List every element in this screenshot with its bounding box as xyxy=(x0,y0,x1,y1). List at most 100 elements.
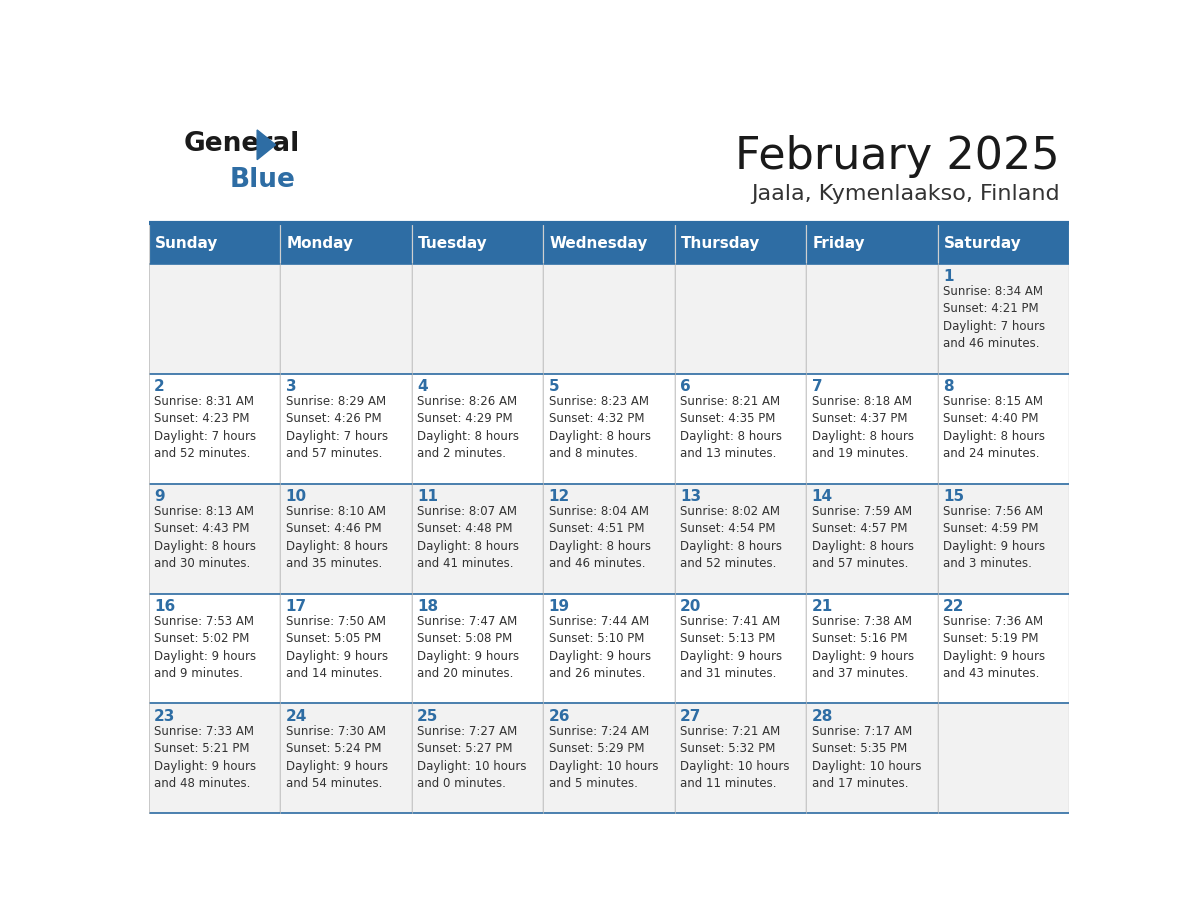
FancyBboxPatch shape xyxy=(280,263,411,374)
FancyBboxPatch shape xyxy=(937,703,1069,813)
FancyBboxPatch shape xyxy=(411,263,543,374)
Text: 22: 22 xyxy=(943,599,965,614)
FancyBboxPatch shape xyxy=(675,703,807,813)
Text: 23: 23 xyxy=(154,709,176,724)
Text: Sunrise: 7:53 AM
Sunset: 5:02 PM
Daylight: 9 hours
and 9 minutes.: Sunrise: 7:53 AM Sunset: 5:02 PM Dayligh… xyxy=(154,615,257,680)
FancyBboxPatch shape xyxy=(807,374,937,484)
Text: 24: 24 xyxy=(285,709,307,724)
FancyBboxPatch shape xyxy=(675,484,807,594)
Text: 7: 7 xyxy=(811,379,822,394)
Text: 14: 14 xyxy=(811,489,833,504)
FancyBboxPatch shape xyxy=(937,594,1069,703)
Text: 9: 9 xyxy=(154,489,165,504)
Text: Sunrise: 8:07 AM
Sunset: 4:48 PM
Daylight: 8 hours
and 41 minutes.: Sunrise: 8:07 AM Sunset: 4:48 PM Dayligh… xyxy=(417,505,519,570)
Text: Sunrise: 7:59 AM
Sunset: 4:57 PM
Daylight: 8 hours
and 57 minutes.: Sunrise: 7:59 AM Sunset: 4:57 PM Dayligh… xyxy=(811,505,914,570)
Polygon shape xyxy=(257,130,276,160)
FancyBboxPatch shape xyxy=(675,374,807,484)
Text: 3: 3 xyxy=(285,379,296,394)
FancyBboxPatch shape xyxy=(543,223,675,263)
Text: Monday: Monday xyxy=(286,236,354,251)
Text: Sunrise: 7:24 AM
Sunset: 5:29 PM
Daylight: 10 hours
and 5 minutes.: Sunrise: 7:24 AM Sunset: 5:29 PM Dayligh… xyxy=(549,724,658,790)
FancyBboxPatch shape xyxy=(411,484,543,594)
FancyBboxPatch shape xyxy=(148,374,280,484)
FancyBboxPatch shape xyxy=(280,223,411,263)
FancyBboxPatch shape xyxy=(543,484,675,594)
Text: Sunrise: 7:21 AM
Sunset: 5:32 PM
Daylight: 10 hours
and 11 minutes.: Sunrise: 7:21 AM Sunset: 5:32 PM Dayligh… xyxy=(681,724,790,790)
Text: 21: 21 xyxy=(811,599,833,614)
Text: Jaala, Kymenlaakso, Finland: Jaala, Kymenlaakso, Finland xyxy=(751,185,1060,205)
Text: 28: 28 xyxy=(811,709,833,724)
Text: 16: 16 xyxy=(154,599,176,614)
FancyBboxPatch shape xyxy=(148,594,280,703)
Text: Sunrise: 7:38 AM
Sunset: 5:16 PM
Daylight: 9 hours
and 37 minutes.: Sunrise: 7:38 AM Sunset: 5:16 PM Dayligh… xyxy=(811,615,914,680)
Text: Sunrise: 8:15 AM
Sunset: 4:40 PM
Daylight: 8 hours
and 24 minutes.: Sunrise: 8:15 AM Sunset: 4:40 PM Dayligh… xyxy=(943,395,1045,460)
FancyBboxPatch shape xyxy=(543,703,675,813)
Text: Sunrise: 8:26 AM
Sunset: 4:29 PM
Daylight: 8 hours
and 2 minutes.: Sunrise: 8:26 AM Sunset: 4:29 PM Dayligh… xyxy=(417,395,519,460)
Text: 13: 13 xyxy=(681,489,701,504)
FancyBboxPatch shape xyxy=(148,263,280,374)
FancyBboxPatch shape xyxy=(937,263,1069,374)
Text: 2: 2 xyxy=(154,379,165,394)
FancyBboxPatch shape xyxy=(543,374,675,484)
Text: Blue: Blue xyxy=(229,167,296,193)
FancyBboxPatch shape xyxy=(280,594,411,703)
Text: 12: 12 xyxy=(549,489,570,504)
FancyBboxPatch shape xyxy=(937,374,1069,484)
FancyBboxPatch shape xyxy=(411,374,543,484)
Text: 25: 25 xyxy=(417,709,438,724)
Text: Sunrise: 7:27 AM
Sunset: 5:27 PM
Daylight: 10 hours
and 0 minutes.: Sunrise: 7:27 AM Sunset: 5:27 PM Dayligh… xyxy=(417,724,526,790)
Text: Sunrise: 8:29 AM
Sunset: 4:26 PM
Daylight: 7 hours
and 57 minutes.: Sunrise: 8:29 AM Sunset: 4:26 PM Dayligh… xyxy=(285,395,387,460)
Text: Saturday: Saturday xyxy=(944,236,1022,251)
FancyBboxPatch shape xyxy=(411,223,543,263)
FancyBboxPatch shape xyxy=(807,594,937,703)
Text: Sunrise: 8:13 AM
Sunset: 4:43 PM
Daylight: 8 hours
and 30 minutes.: Sunrise: 8:13 AM Sunset: 4:43 PM Dayligh… xyxy=(154,505,257,570)
FancyBboxPatch shape xyxy=(148,703,280,813)
Text: 18: 18 xyxy=(417,599,438,614)
Text: 8: 8 xyxy=(943,379,954,394)
FancyBboxPatch shape xyxy=(675,223,807,263)
FancyBboxPatch shape xyxy=(807,703,937,813)
Text: 4: 4 xyxy=(417,379,428,394)
Text: Sunrise: 7:47 AM
Sunset: 5:08 PM
Daylight: 9 hours
and 20 minutes.: Sunrise: 7:47 AM Sunset: 5:08 PM Dayligh… xyxy=(417,615,519,680)
Text: Thursday: Thursday xyxy=(681,236,760,251)
FancyBboxPatch shape xyxy=(675,263,807,374)
FancyBboxPatch shape xyxy=(937,223,1069,263)
Text: Sunrise: 7:41 AM
Sunset: 5:13 PM
Daylight: 9 hours
and 31 minutes.: Sunrise: 7:41 AM Sunset: 5:13 PM Dayligh… xyxy=(681,615,782,680)
Text: General: General xyxy=(183,131,299,157)
FancyBboxPatch shape xyxy=(280,484,411,594)
Text: Wednesday: Wednesday xyxy=(550,236,647,251)
Text: Sunrise: 7:30 AM
Sunset: 5:24 PM
Daylight: 9 hours
and 54 minutes.: Sunrise: 7:30 AM Sunset: 5:24 PM Dayligh… xyxy=(285,724,387,790)
Text: 27: 27 xyxy=(681,709,701,724)
Text: 5: 5 xyxy=(549,379,560,394)
Text: February 2025: February 2025 xyxy=(735,135,1060,178)
Text: Sunrise: 8:02 AM
Sunset: 4:54 PM
Daylight: 8 hours
and 52 minutes.: Sunrise: 8:02 AM Sunset: 4:54 PM Dayligh… xyxy=(681,505,782,570)
FancyBboxPatch shape xyxy=(807,223,937,263)
FancyBboxPatch shape xyxy=(148,223,280,263)
Text: Sunrise: 8:04 AM
Sunset: 4:51 PM
Daylight: 8 hours
and 46 minutes.: Sunrise: 8:04 AM Sunset: 4:51 PM Dayligh… xyxy=(549,505,651,570)
Text: Sunday: Sunday xyxy=(156,236,219,251)
Text: 1: 1 xyxy=(943,269,954,285)
Text: Sunrise: 8:10 AM
Sunset: 4:46 PM
Daylight: 8 hours
and 35 minutes.: Sunrise: 8:10 AM Sunset: 4:46 PM Dayligh… xyxy=(285,505,387,570)
FancyBboxPatch shape xyxy=(411,703,543,813)
Text: Sunrise: 7:36 AM
Sunset: 5:19 PM
Daylight: 9 hours
and 43 minutes.: Sunrise: 7:36 AM Sunset: 5:19 PM Dayligh… xyxy=(943,615,1045,680)
Text: 17: 17 xyxy=(285,599,307,614)
Text: 19: 19 xyxy=(549,599,570,614)
Text: 26: 26 xyxy=(549,709,570,724)
Text: Sunrise: 7:17 AM
Sunset: 5:35 PM
Daylight: 10 hours
and 17 minutes.: Sunrise: 7:17 AM Sunset: 5:35 PM Dayligh… xyxy=(811,724,921,790)
FancyBboxPatch shape xyxy=(807,263,937,374)
FancyBboxPatch shape xyxy=(280,374,411,484)
Text: Sunrise: 8:23 AM
Sunset: 4:32 PM
Daylight: 8 hours
and 8 minutes.: Sunrise: 8:23 AM Sunset: 4:32 PM Dayligh… xyxy=(549,395,651,460)
Text: Sunrise: 7:50 AM
Sunset: 5:05 PM
Daylight: 9 hours
and 14 minutes.: Sunrise: 7:50 AM Sunset: 5:05 PM Dayligh… xyxy=(285,615,387,680)
FancyBboxPatch shape xyxy=(280,703,411,813)
Text: Sunrise: 8:18 AM
Sunset: 4:37 PM
Daylight: 8 hours
and 19 minutes.: Sunrise: 8:18 AM Sunset: 4:37 PM Dayligh… xyxy=(811,395,914,460)
Text: Sunrise: 8:31 AM
Sunset: 4:23 PM
Daylight: 7 hours
and 52 minutes.: Sunrise: 8:31 AM Sunset: 4:23 PM Dayligh… xyxy=(154,395,257,460)
Text: 20: 20 xyxy=(681,599,701,614)
Text: 6: 6 xyxy=(681,379,691,394)
FancyBboxPatch shape xyxy=(543,594,675,703)
Text: Sunrise: 7:44 AM
Sunset: 5:10 PM
Daylight: 9 hours
and 26 minutes.: Sunrise: 7:44 AM Sunset: 5:10 PM Dayligh… xyxy=(549,615,651,680)
Text: Sunrise: 7:33 AM
Sunset: 5:21 PM
Daylight: 9 hours
and 48 minutes.: Sunrise: 7:33 AM Sunset: 5:21 PM Dayligh… xyxy=(154,724,257,790)
Text: 15: 15 xyxy=(943,489,965,504)
Text: 11: 11 xyxy=(417,489,438,504)
Text: Sunrise: 7:56 AM
Sunset: 4:59 PM
Daylight: 9 hours
and 3 minutes.: Sunrise: 7:56 AM Sunset: 4:59 PM Dayligh… xyxy=(943,505,1045,570)
Text: Sunrise: 8:21 AM
Sunset: 4:35 PM
Daylight: 8 hours
and 13 minutes.: Sunrise: 8:21 AM Sunset: 4:35 PM Dayligh… xyxy=(681,395,782,460)
